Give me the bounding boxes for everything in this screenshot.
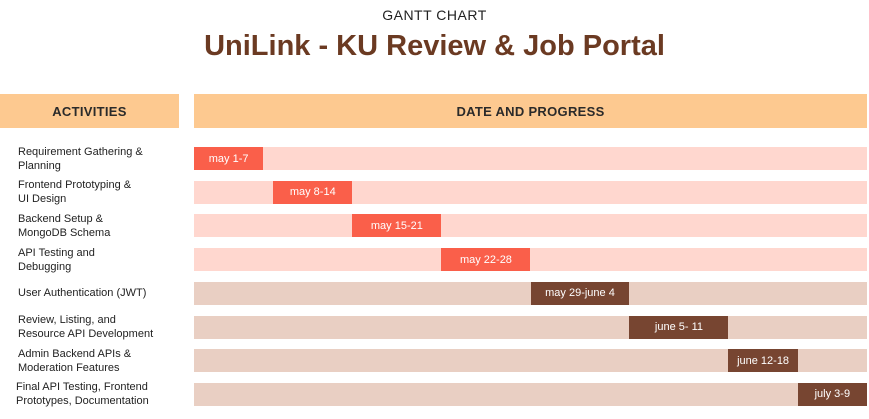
task-track: may 15-21 bbox=[194, 214, 867, 238]
chart-title: UniLink - KU Review & Job Portal bbox=[204, 30, 665, 62]
activity-label: Review, Listing, and Resource API Develop… bbox=[18, 310, 190, 345]
chart-supertitle: GANTT CHART bbox=[382, 7, 487, 23]
activity-label: Final API Testing, Frontend Prototypes, D… bbox=[16, 377, 188, 412]
task-bar: june 5- 11 bbox=[629, 315, 729, 339]
task-bar: june 12-18 bbox=[728, 349, 798, 373]
task-track: may 8-14 bbox=[194, 180, 867, 204]
activity-text: User Authentication (JWT) bbox=[18, 287, 147, 300]
task-track: may 22-28 bbox=[194, 248, 867, 272]
task-date-label: may 22-28 bbox=[459, 253, 512, 266]
activity-text: Admin Backend APIs & Moderation Features bbox=[18, 347, 132, 374]
activity-text: Requirement Gathering & Planning bbox=[18, 145, 143, 172]
task-bar: may 15-21 bbox=[352, 214, 442, 238]
task-bar: july 3-9 bbox=[797, 382, 867, 406]
activity-label: User Authentication (JWT) bbox=[18, 276, 190, 311]
task-track: may 29-june 4 bbox=[194, 281, 867, 305]
task-track: july 3-9 bbox=[194, 382, 867, 406]
activity-text: Backend Setup & MongoDB Schema bbox=[18, 212, 111, 239]
task-track: may 1-7 bbox=[194, 147, 867, 170]
task-date-label: july 3-9 bbox=[814, 388, 851, 401]
activity-label: Admin Backend APIs & Moderation Features bbox=[18, 343, 190, 378]
activity-text: API Testing and Debugging bbox=[18, 246, 95, 273]
activity-text: Review, Listing, and Resource API Develop… bbox=[18, 314, 154, 340]
activity-label: Backend Setup & MongoDB Schema bbox=[18, 208, 190, 243]
task-bar: may 8-14 bbox=[273, 180, 353, 204]
activity-label: API Testing and Debugging bbox=[18, 242, 190, 277]
task-track: june 5- 11 bbox=[194, 315, 867, 339]
activities-header: ACTIVITIES bbox=[0, 94, 179, 128]
activity-label: Frontend Prototyping & UI Design bbox=[18, 175, 190, 210]
task-date-label: may 29-june 4 bbox=[545, 287, 615, 300]
task-date-label: may 8-14 bbox=[289, 186, 336, 199]
activity-text: Final API Testing, Frontend Prototypes, D… bbox=[16, 381, 149, 408]
task-track: june 12-18 bbox=[194, 349, 867, 373]
task-bar: may 22-28 bbox=[441, 248, 531, 272]
activity-text: Frontend Prototyping & UI Design bbox=[18, 179, 132, 206]
task-bar: may 1-7 bbox=[194, 147, 264, 170]
task-date-label: june 12-18 bbox=[737, 354, 790, 367]
date-progress-header: DATE AND PROGRESS bbox=[194, 94, 867, 128]
activity-label: Requirement Gathering & Planning bbox=[18, 141, 190, 176]
task-date-label: june 5- 11 bbox=[654, 321, 703, 333]
task-date-label: may 1-7 bbox=[208, 152, 249, 165]
task-bar: may 29-june 4 bbox=[530, 281, 630, 305]
task-date-label: may 15-21 bbox=[370, 219, 423, 232]
